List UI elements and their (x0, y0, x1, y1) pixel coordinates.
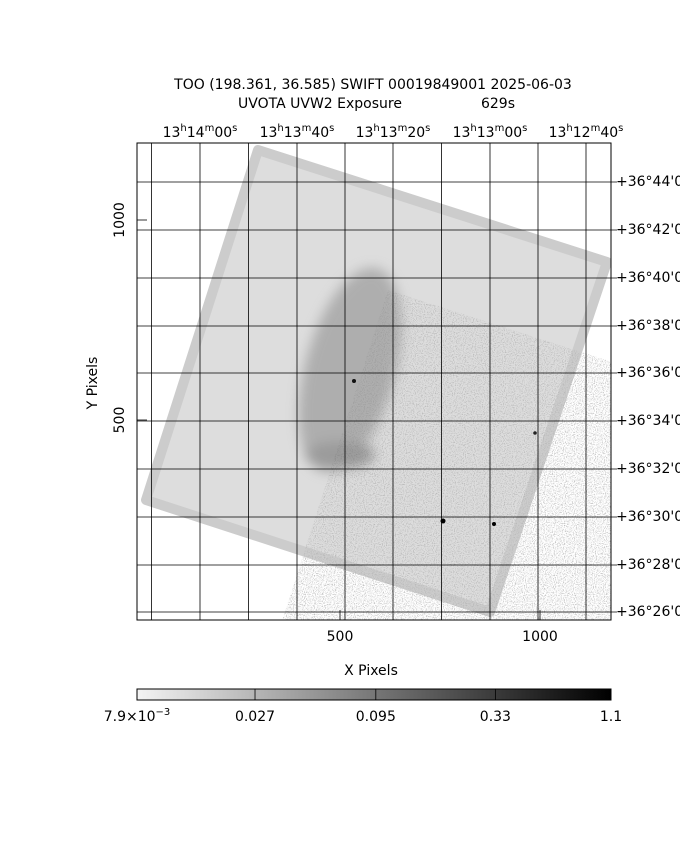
colorbar (136, 688, 612, 701)
y-label: Y Pixels (85, 357, 101, 411)
dec-tick-label: +36°28'0 (616, 557, 680, 573)
dec-tick-label: +36°38'0 (616, 318, 680, 334)
title: TOO (198.361, 36.585) SWIFT 00019849001 … (173, 77, 572, 93)
dec-tick-label: +36°32'0 (616, 461, 680, 477)
star (533, 431, 537, 435)
colorbar-tick-label: 0.095 (356, 709, 396, 725)
image (130, 140, 611, 630)
star (492, 522, 496, 526)
dec-tick-label: +36°40'0 (616, 270, 680, 286)
ra-tick-label: 13h13m20s (356, 123, 431, 141)
dec-tick-label: +36°44'0 (616, 174, 680, 190)
x-tick-label: 1000 (522, 629, 558, 645)
dec-tick-label: +36°42'0 (616, 222, 680, 238)
colorbar-tick-label: 7.9×10−3 (104, 707, 171, 725)
y-tick-label: 500 (112, 407, 128, 434)
dec-tick-label: +36°26'0 (616, 604, 680, 620)
x-tick-label: 500 (327, 629, 354, 645)
x-label: X Pixels (344, 663, 398, 679)
ra-tick-label: 13h12m40s (549, 123, 624, 141)
ra-tick-label: 13h14m00s (163, 123, 238, 141)
exposure: 629s (481, 96, 515, 112)
star (352, 379, 356, 383)
y-tick-label: 1000 (112, 202, 128, 238)
dec-tick-label: +36°30'0 (616, 509, 680, 525)
dec-tick-label: +36°36'0 (616, 365, 680, 381)
colorbar-tick-label: 0.33 (480, 709, 511, 725)
dec-tick-label: +36°34'0 (616, 413, 680, 429)
ra-tick-label: 13h13m00s (453, 123, 528, 141)
ra-tick-label: 13h13m40s (260, 123, 335, 141)
plot-frame (136, 142, 612, 621)
subtitle: UVOTA UVW2 Exposure (238, 96, 402, 112)
colorbar-tick-label: 0.027 (235, 709, 275, 725)
colorbar-tick-label: 1.1 (600, 709, 622, 725)
